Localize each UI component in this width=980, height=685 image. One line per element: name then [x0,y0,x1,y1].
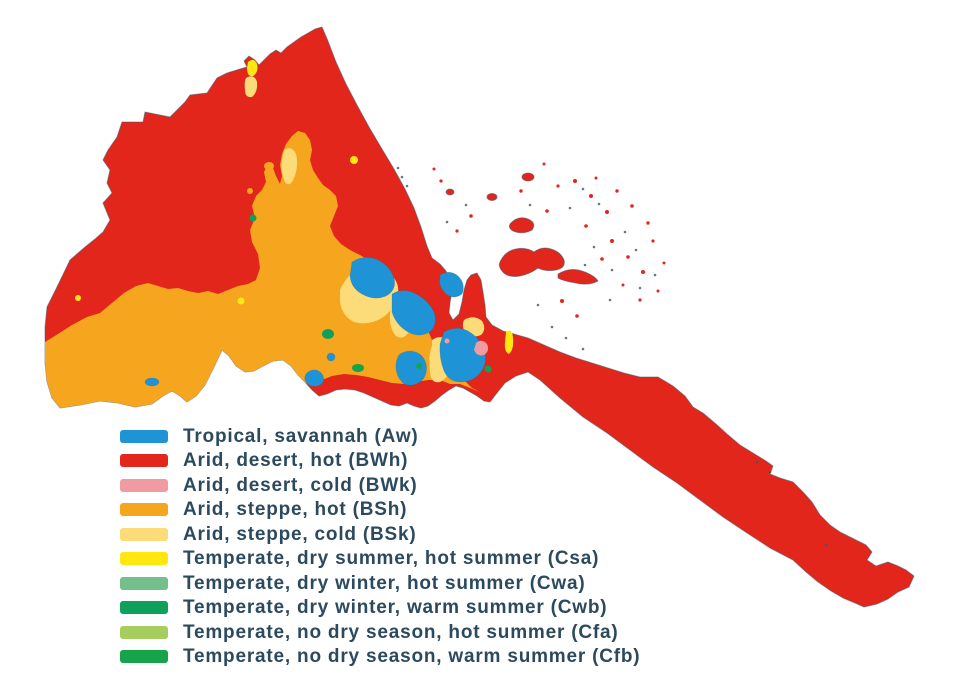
legend-item-cfb: Temperate, no dry season, warm summer (C… [120,645,640,670]
legend-item-bsh: Arid, steppe, hot (BSh) [120,498,640,523]
map-legend: Tropical, savannah (Aw) Arid, desert, ho… [120,424,640,669]
legend-swatch-aw [120,430,168,443]
legend-item-bwk: Arid, desert, cold (BWk) [120,473,640,498]
legend-swatch-cwa [120,577,168,590]
legend-item-cwb: Temperate, dry winter, warm summer (Cwb) [120,596,640,621]
legend-label-cwa: Temperate, dry winter, hot summer (Cwa) [183,574,586,593]
legend-swatch-bwh [120,454,168,467]
legend-label-csa: Temperate, dry summer, hot summer (Csa) [183,549,599,568]
legend-item-cwa: Temperate, dry winter, hot summer (Cwa) [120,571,640,596]
legend-label-bsh: Arid, steppe, hot (BSh) [183,500,407,519]
legend-swatch-cwb [120,601,168,614]
legend-label-bwk: Arid, desert, cold (BWk) [183,476,418,495]
legend-swatch-bsk [120,528,168,541]
legend-item-csa: Temperate, dry summer, hot summer (Csa) [120,547,640,572]
legend-label-bwh: Arid, desert, hot (BWh) [183,451,408,470]
climate-map-figure: Tropical, savannah (Aw) Arid, desert, ho… [0,0,980,685]
legend-swatch-cfa [120,626,168,639]
legend-swatch-bsh [120,503,168,516]
legend-item-bsk: Arid, steppe, cold (BSk) [120,522,640,547]
legend-item-cfa: Temperate, no dry season, hot summer (Cf… [120,620,640,645]
legend-item-bwh: Arid, desert, hot (BWh) [120,449,640,474]
legend-label-aw: Tropical, savannah (Aw) [183,427,419,446]
legend-swatch-cfb [120,650,168,663]
legend-label-cwb: Temperate, dry winter, warm summer (Cwb) [183,598,607,617]
legend-item-aw: Tropical, savannah (Aw) [120,424,640,449]
legend-swatch-csa [120,552,168,565]
legend-label-bsk: Arid, steppe, cold (BSk) [183,525,417,544]
legend-swatch-bwk [120,479,168,492]
legend-label-cfb: Temperate, no dry season, warm summer (C… [183,647,640,666]
legend-label-cfa: Temperate, no dry season, hot summer (Cf… [183,623,619,642]
